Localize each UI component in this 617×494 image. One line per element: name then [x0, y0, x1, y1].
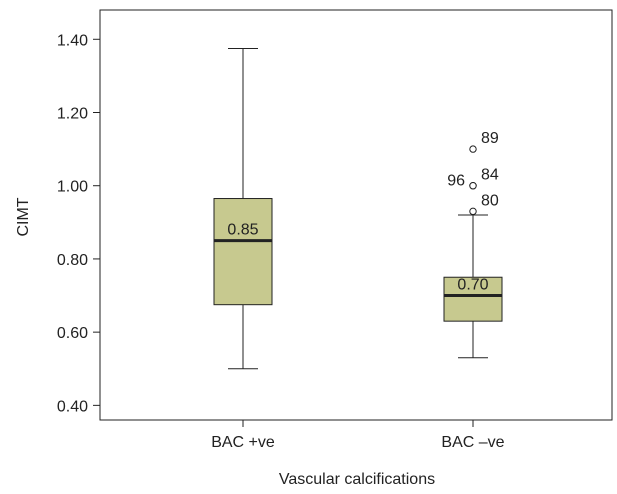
- box-group: 0.85: [213, 47, 273, 370]
- iqr-box: [443, 276, 503, 322]
- y-tick-label: 1.00: [57, 179, 88, 196]
- outlier-label: 89: [481, 130, 499, 147]
- y-tick-label: 0.80: [57, 252, 88, 269]
- outlier-point: [469, 207, 477, 216]
- outlier-label: 80: [481, 192, 499, 209]
- outlier-point: [469, 182, 477, 190]
- box-group: 0.70 80 84 96 89: [443, 130, 503, 359]
- outlier-label: 84: [481, 167, 499, 184]
- x-tick-label: BAC –ve: [441, 434, 504, 451]
- outlier-point: [469, 145, 477, 153]
- x-axis-title: Vascular calcifications: [279, 471, 435, 488]
- y-tick-label: 0.40: [57, 398, 88, 415]
- y-tick-label: 0.60: [57, 325, 88, 342]
- median-label: 0.85: [227, 222, 258, 239]
- outlier-label: 96: [447, 173, 465, 190]
- y-axis-title: CIMT: [15, 197, 32, 236]
- plot-area-frame: [99, 9, 613, 421]
- y-tick-label: 1.40: [57, 32, 88, 49]
- median-label: 0.70: [457, 277, 488, 294]
- x-tick-label: BAC +ve: [211, 434, 275, 451]
- y-tick-label: 1.20: [57, 106, 88, 123]
- iqr-box: [213, 198, 273, 306]
